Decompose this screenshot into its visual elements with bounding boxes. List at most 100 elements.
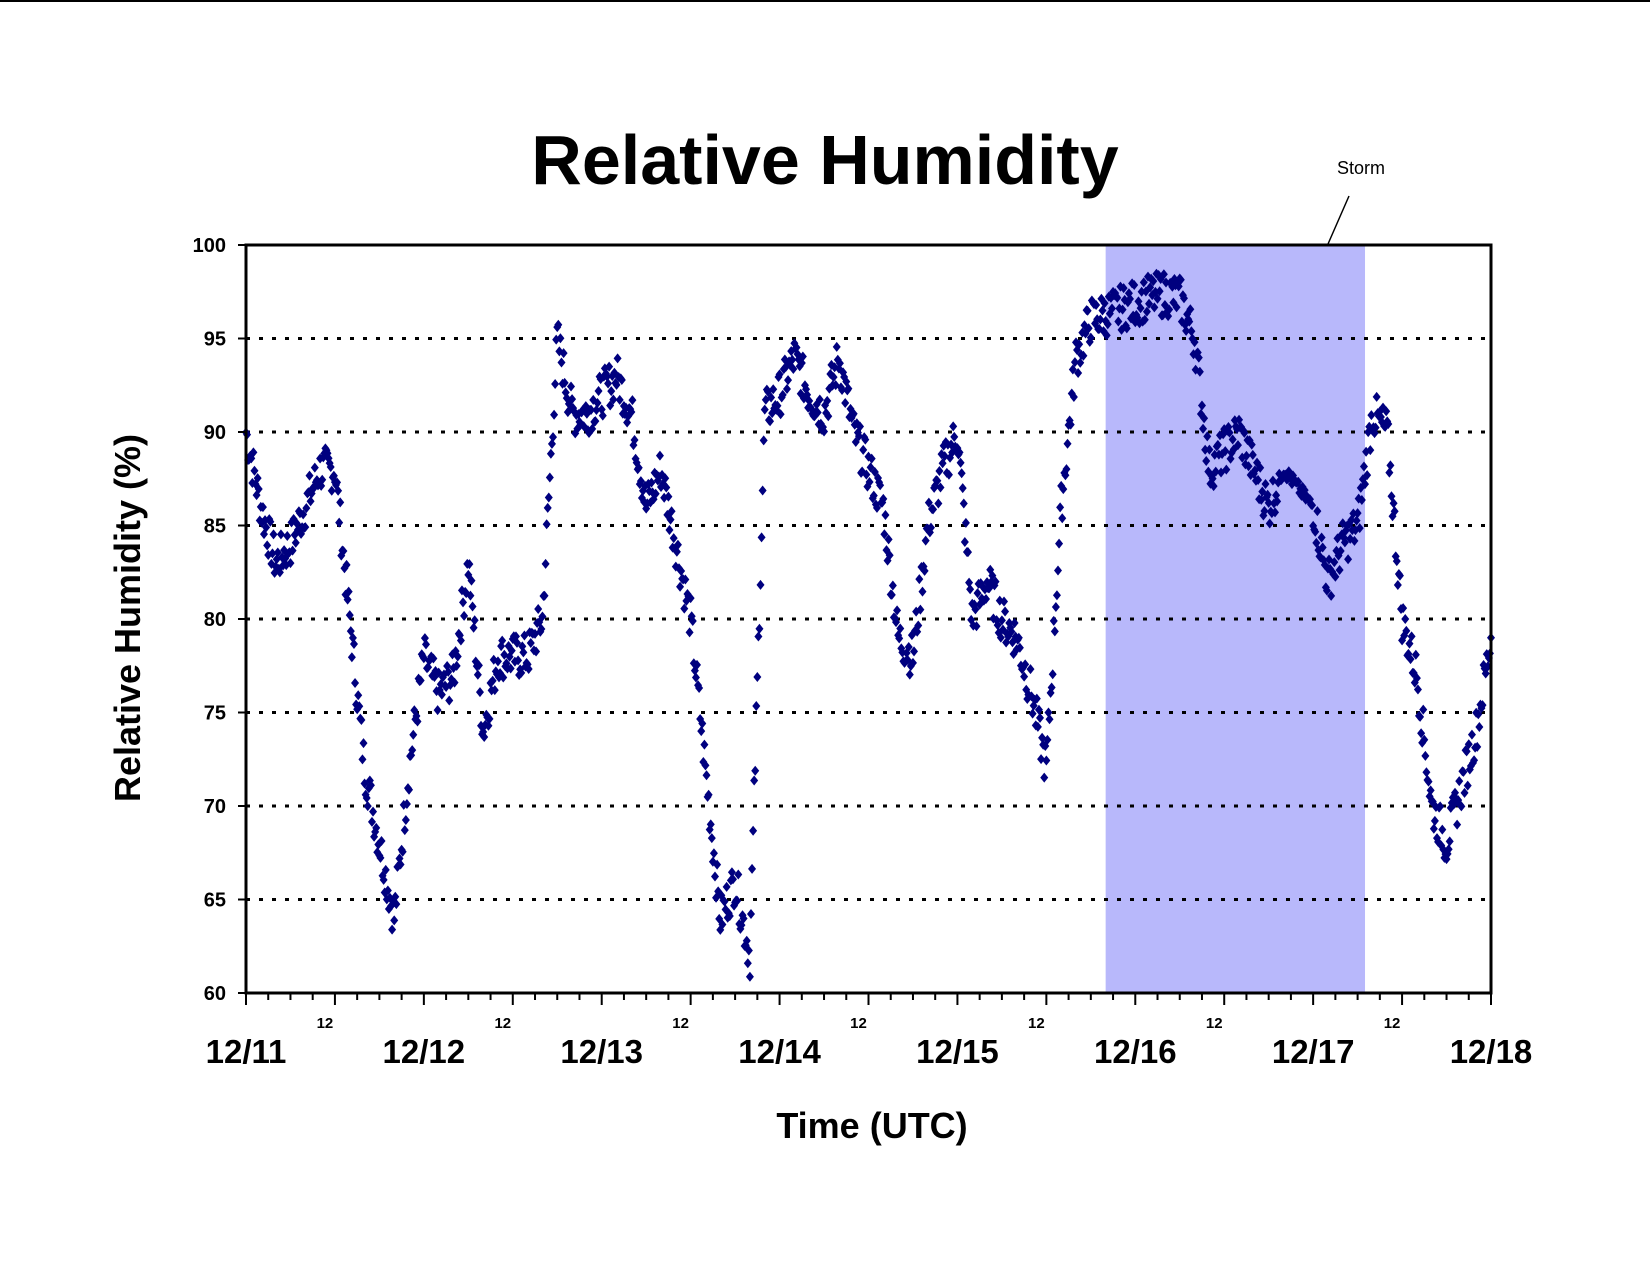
data-point bbox=[334, 485, 343, 496]
data-point bbox=[603, 371, 612, 382]
data-point bbox=[766, 416, 775, 427]
data-point bbox=[722, 881, 731, 892]
data-point bbox=[1390, 506, 1399, 517]
data-point bbox=[1392, 556, 1401, 567]
data-point bbox=[617, 374, 626, 385]
data-point bbox=[1248, 449, 1257, 460]
data-point bbox=[532, 646, 541, 657]
data-point bbox=[661, 473, 670, 484]
data-point bbox=[543, 502, 552, 513]
data-point bbox=[854, 431, 863, 442]
data-point bbox=[467, 575, 476, 586]
data-point bbox=[251, 479, 260, 490]
data-point bbox=[798, 351, 807, 362]
data-point bbox=[1352, 515, 1361, 526]
data-point bbox=[526, 638, 535, 649]
data-point bbox=[1385, 467, 1394, 478]
data-point bbox=[468, 601, 477, 612]
data-point bbox=[1464, 739, 1473, 750]
data-point bbox=[1416, 711, 1425, 722]
data-point bbox=[1197, 400, 1206, 411]
data-point bbox=[888, 580, 897, 591]
data-point bbox=[299, 509, 308, 520]
data-point bbox=[1026, 664, 1035, 675]
data-point bbox=[551, 379, 560, 390]
data-point bbox=[254, 484, 263, 495]
data-point bbox=[310, 462, 319, 473]
data-point bbox=[506, 663, 515, 674]
data-point bbox=[1474, 709, 1483, 720]
data-point bbox=[973, 588, 982, 599]
data-point bbox=[1079, 350, 1088, 361]
data-point bbox=[413, 716, 422, 727]
data-point bbox=[1200, 413, 1209, 424]
data-point bbox=[1260, 505, 1269, 516]
data-point bbox=[1015, 642, 1024, 653]
data-point bbox=[949, 421, 958, 432]
data-point bbox=[609, 394, 618, 405]
data-point bbox=[944, 469, 953, 480]
data-point bbox=[627, 407, 636, 418]
data-point bbox=[910, 646, 919, 657]
data-point bbox=[1055, 538, 1064, 549]
data-point bbox=[286, 558, 295, 569]
data-point bbox=[988, 570, 997, 581]
data-point bbox=[266, 516, 275, 527]
data-point bbox=[1096, 314, 1105, 325]
data-point bbox=[965, 577, 974, 588]
y-tick-label: 90 bbox=[204, 422, 226, 444]
data-point bbox=[915, 574, 924, 585]
data-point bbox=[351, 677, 360, 688]
data-point bbox=[680, 603, 689, 614]
data-point bbox=[469, 622, 478, 633]
data-point bbox=[258, 502, 267, 513]
data-point bbox=[880, 529, 889, 540]
data-point bbox=[342, 559, 351, 570]
data-point bbox=[1130, 280, 1139, 291]
data-point bbox=[1068, 364, 1077, 375]
y-tick-label: 65 bbox=[204, 890, 226, 912]
data-point bbox=[517, 667, 526, 678]
x-tick-label: 12/18 bbox=[1450, 1033, 1533, 1070]
data-point bbox=[1136, 303, 1145, 314]
data-point bbox=[695, 682, 704, 693]
data-point bbox=[782, 383, 791, 394]
data-point bbox=[362, 793, 371, 804]
data-point bbox=[924, 497, 933, 508]
data-point bbox=[554, 319, 563, 330]
data-point bbox=[1349, 508, 1358, 519]
data-point bbox=[485, 713, 494, 724]
data-point bbox=[997, 615, 1006, 626]
data-point bbox=[1054, 565, 1063, 576]
data-point bbox=[700, 739, 709, 750]
data-point bbox=[283, 530, 292, 541]
data-point bbox=[1424, 776, 1433, 787]
data-point bbox=[1042, 755, 1051, 766]
x-tick-label: 12/13 bbox=[560, 1033, 643, 1070]
data-point bbox=[490, 685, 499, 696]
data-point bbox=[1436, 801, 1445, 812]
data-point bbox=[832, 341, 841, 352]
data-point bbox=[665, 524, 674, 535]
data-point bbox=[594, 385, 603, 396]
data-point bbox=[452, 660, 461, 671]
data-point bbox=[867, 453, 876, 464]
data-point bbox=[961, 517, 970, 528]
data-point bbox=[1052, 590, 1061, 601]
data-point bbox=[1271, 507, 1280, 518]
data-point bbox=[1393, 580, 1402, 591]
data-point bbox=[591, 416, 600, 427]
data-point bbox=[567, 381, 576, 392]
data-point bbox=[775, 369, 784, 380]
data-point bbox=[662, 482, 671, 493]
data-point bbox=[344, 586, 353, 597]
data-point bbox=[249, 447, 258, 458]
data-point bbox=[1233, 440, 1242, 451]
data-point bbox=[1327, 590, 1336, 601]
data-point bbox=[511, 631, 520, 642]
data-point bbox=[964, 547, 973, 558]
y-tick-label: 80 bbox=[204, 609, 226, 631]
data-point bbox=[1318, 542, 1327, 553]
y-tick-label: 100 bbox=[193, 235, 226, 257]
data-point bbox=[1165, 304, 1174, 315]
